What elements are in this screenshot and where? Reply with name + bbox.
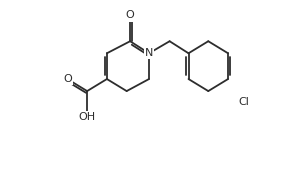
Text: N: N: [145, 48, 153, 58]
Text: OH: OH: [79, 112, 96, 122]
Text: O: O: [126, 10, 134, 20]
Text: O: O: [63, 74, 72, 84]
Text: Cl: Cl: [238, 97, 249, 107]
